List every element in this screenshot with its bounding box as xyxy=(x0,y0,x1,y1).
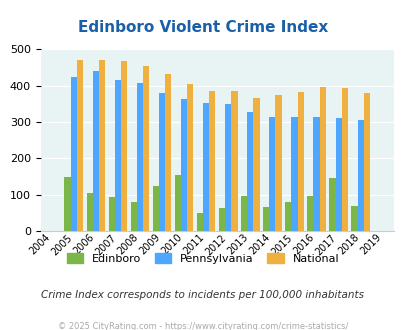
Bar xyxy=(284,202,291,231)
Bar xyxy=(241,196,247,231)
Bar xyxy=(341,88,347,231)
Bar xyxy=(275,94,281,231)
Bar xyxy=(253,98,259,231)
Bar xyxy=(121,61,127,231)
Bar xyxy=(175,175,181,231)
Bar xyxy=(196,213,202,231)
Bar xyxy=(313,116,319,231)
Bar xyxy=(99,60,105,231)
Bar xyxy=(70,77,77,231)
Bar xyxy=(335,118,341,231)
Legend: Edinboro, Pennsylvania, National: Edinboro, Pennsylvania, National xyxy=(62,249,343,268)
Bar xyxy=(351,206,357,231)
Bar xyxy=(357,120,363,231)
Bar xyxy=(64,177,70,231)
Bar xyxy=(307,196,313,231)
Bar xyxy=(262,208,269,231)
Bar xyxy=(202,103,209,231)
Bar xyxy=(291,116,297,231)
Bar xyxy=(130,202,136,231)
Bar xyxy=(143,66,149,231)
Bar xyxy=(115,80,121,231)
Text: Crime Index corresponds to incidents per 100,000 inhabitants: Crime Index corresponds to incidents per… xyxy=(41,290,364,300)
Bar xyxy=(363,93,369,231)
Text: © 2025 CityRating.com - https://www.cityrating.com/crime-statistics/: © 2025 CityRating.com - https://www.city… xyxy=(58,322,347,330)
Bar xyxy=(269,116,275,231)
Text: Edinboro Violent Crime Index: Edinboro Violent Crime Index xyxy=(78,20,327,35)
Bar xyxy=(209,90,215,231)
Bar xyxy=(77,60,83,231)
Bar xyxy=(108,196,115,231)
Bar xyxy=(136,83,143,231)
Bar xyxy=(297,92,303,231)
Bar xyxy=(181,98,187,231)
Bar xyxy=(225,104,231,231)
Bar xyxy=(187,84,193,231)
Bar xyxy=(165,74,171,231)
Bar xyxy=(218,209,225,231)
Bar xyxy=(231,90,237,231)
Bar xyxy=(92,71,99,231)
Bar xyxy=(247,112,253,231)
Bar xyxy=(158,93,165,231)
Bar xyxy=(86,193,92,231)
Bar xyxy=(319,87,325,231)
Bar xyxy=(328,178,335,231)
Bar xyxy=(152,186,158,231)
